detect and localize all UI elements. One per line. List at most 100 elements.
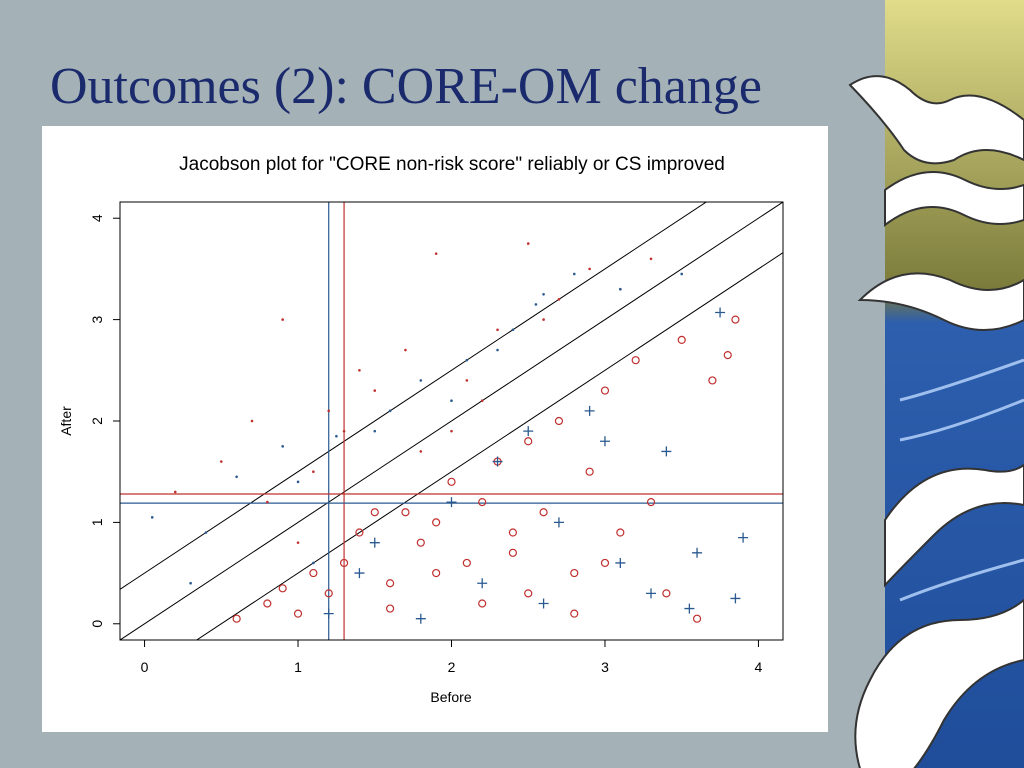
point (462, 558, 471, 568)
x-tick-label: 0 (141, 659, 149, 675)
point (281, 318, 284, 321)
point (355, 528, 364, 537)
point (266, 500, 269, 504)
point (680, 272, 684, 276)
slide-title: Outcomes (2): CORE-OM change (50, 58, 762, 115)
point (404, 348, 407, 352)
diagonal-line (120, 202, 708, 590)
y-tick-label: 2 (89, 417, 105, 425)
point (619, 287, 622, 291)
point (738, 532, 749, 543)
point (730, 593, 741, 604)
point (189, 581, 192, 585)
point (173, 490, 177, 494)
point (600, 558, 610, 568)
point (401, 508, 410, 517)
diagonal-line (120, 202, 783, 640)
point (342, 429, 346, 433)
point (250, 419, 254, 423)
y-axis-label: After (58, 406, 74, 436)
point (354, 568, 365, 579)
point (524, 437, 533, 446)
wave-decoration (848, 0, 1024, 768)
point (419, 379, 423, 382)
point (373, 389, 377, 392)
y-tick-label: 4 (89, 214, 105, 222)
point (600, 386, 610, 395)
point (662, 589, 671, 598)
point (465, 358, 469, 362)
point (323, 608, 334, 619)
point (386, 604, 395, 613)
point (542, 292, 545, 296)
point (369, 537, 380, 548)
point (677, 335, 686, 344)
point (496, 348, 499, 352)
point (150, 516, 154, 519)
point (631, 356, 640, 365)
point (446, 497, 457, 508)
point (496, 328, 499, 332)
point (708, 376, 717, 385)
point (434, 252, 438, 256)
point (616, 528, 625, 537)
point (692, 614, 702, 623)
point (263, 599, 272, 608)
chart-title: Jacobson plot for "CORE non-risk score" … (179, 154, 725, 175)
point (692, 547, 703, 558)
point (584, 405, 595, 416)
point (335, 434, 338, 438)
point (339, 558, 349, 568)
point (478, 498, 487, 507)
point (553, 517, 564, 528)
point (477, 578, 488, 589)
point (358, 369, 361, 372)
point (478, 599, 487, 608)
point (570, 568, 579, 578)
point (661, 446, 672, 457)
point (511, 328, 515, 332)
point (281, 445, 284, 448)
point (324, 589, 333, 598)
y-tick-label: 0 (89, 620, 105, 628)
point (539, 508, 548, 517)
point (588, 267, 591, 271)
chart: Jacobson plot for "CORE non-risk score" … (58, 154, 784, 705)
point (554, 416, 564, 426)
point (219, 460, 223, 463)
point (508, 548, 517, 557)
point (646, 588, 657, 599)
point (293, 609, 303, 618)
point (416, 538, 425, 547)
point (432, 518, 441, 527)
plot-area (120, 202, 783, 640)
point (370, 508, 379, 517)
point (296, 480, 300, 484)
point (450, 399, 453, 403)
point (480, 399, 484, 403)
point (649, 257, 653, 261)
point (684, 603, 695, 614)
plot-frame (119, 201, 784, 641)
point (524, 589, 533, 598)
point (450, 429, 453, 433)
point (523, 426, 534, 437)
x-tick-label: 4 (755, 659, 763, 675)
chart-panel (42, 126, 828, 732)
point (386, 579, 395, 588)
point (327, 409, 331, 413)
point (542, 318, 545, 321)
point (723, 350, 732, 360)
x-tick-label: 1 (294, 659, 302, 675)
point (599, 436, 610, 447)
point (232, 614, 241, 623)
point (419, 450, 423, 453)
diagonal-line (195, 252, 783, 640)
x-tick-label: 3 (601, 659, 609, 675)
point (731, 315, 740, 324)
point (204, 531, 208, 534)
point (309, 568, 318, 578)
point (534, 303, 538, 306)
point (415, 613, 426, 624)
